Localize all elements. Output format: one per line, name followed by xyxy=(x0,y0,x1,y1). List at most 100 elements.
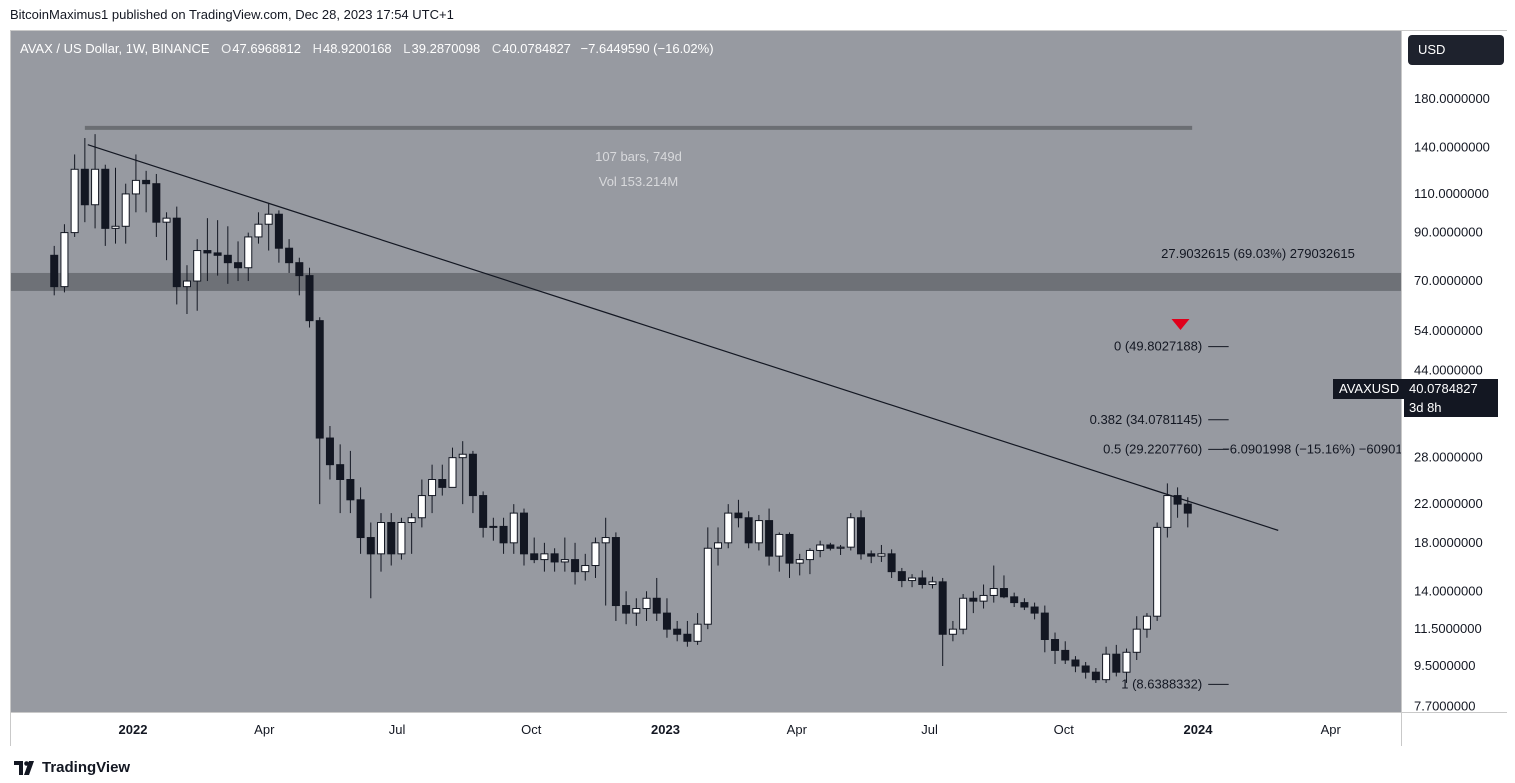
candle-bear xyxy=(1040,612,1049,641)
candle-bear xyxy=(785,533,794,564)
legend-change: −7.6449590 (−16.02%) xyxy=(580,41,714,56)
fib-level-label: 0 (49.8027188) xyxy=(1114,339,1202,354)
candle-bull xyxy=(795,559,804,564)
time-axis[interactable]: 2022 Apr Jul Oct 2023 Apr Jul Oct 2024 Apr xyxy=(11,712,1401,746)
candle-bull xyxy=(805,549,814,561)
candle-bear xyxy=(325,437,334,466)
candle-bear xyxy=(611,537,620,607)
candle-bear xyxy=(1020,602,1029,608)
candle-bear xyxy=(1051,639,1060,651)
tradingview-footer[interactable]: TradingView xyxy=(14,756,130,780)
candle-bear xyxy=(734,512,743,519)
candle-bear xyxy=(295,262,304,277)
candle-bear xyxy=(683,633,692,642)
candle-bull xyxy=(377,522,386,555)
candle-bull xyxy=(948,628,957,635)
candle-bear xyxy=(468,453,477,497)
candle-bull xyxy=(1132,628,1141,653)
candle-bull xyxy=(489,525,498,528)
candle-bull xyxy=(816,544,825,551)
candle-bear xyxy=(172,217,181,288)
candle-bull xyxy=(775,533,784,557)
candle-bull xyxy=(397,522,406,555)
candle-bull xyxy=(1163,495,1172,528)
symbol-legend: AVAX / US Dollar, 1W, BINANCE O47.696881… xyxy=(20,41,714,56)
legend-low: 39.2870098 xyxy=(411,41,481,56)
candle-bear xyxy=(1112,653,1121,673)
candle-bull xyxy=(601,537,610,544)
candle-bear xyxy=(519,512,528,555)
fib-level-label: 0.382 (34.0781145) xyxy=(1090,412,1203,427)
candle-bull xyxy=(193,250,202,282)
last-price-value: 40.0784827 xyxy=(1409,381,1478,396)
time-tick-label: Oct xyxy=(521,722,542,737)
candle-bull xyxy=(581,565,590,573)
candle-bull xyxy=(836,546,845,549)
candle-bear xyxy=(826,544,835,549)
legend-high-key: H xyxy=(312,41,322,56)
candle-bear xyxy=(1010,596,1019,604)
candle-bull xyxy=(131,179,140,195)
legend-symbol: AVAX / US Dollar, 1W, BINANCE xyxy=(20,41,210,56)
candle-bull xyxy=(877,553,886,557)
candle-bear xyxy=(867,553,876,557)
candle-bull xyxy=(632,608,641,614)
candle-bear xyxy=(346,479,355,501)
candle-bull xyxy=(162,217,171,223)
resistance-zone xyxy=(11,272,1401,291)
plot-area[interactable]: 107 bars, 749d Vol 153.214M 0 (49.8027188)… xyxy=(11,31,1410,712)
legend-open-key: O xyxy=(221,41,232,56)
last-price-symbol: AVAXUSD xyxy=(1333,379,1406,399)
time-tick-label: Oct xyxy=(1054,722,1075,737)
candle-bear xyxy=(530,553,539,561)
candle-bear xyxy=(1061,649,1070,661)
measure-down-label: −6.0901998 (−15.16%) −609019 xyxy=(1222,442,1401,457)
time-axis-svg: 2022 Apr Jul Oct 2023 Apr Jul Oct 2024 Apr xyxy=(119,722,1342,737)
candle-bull xyxy=(182,280,191,288)
price-tick-label: 90.0000000 xyxy=(1414,225,1483,240)
candle-bear xyxy=(571,559,580,573)
candle-bull xyxy=(1122,651,1131,673)
candle-bull xyxy=(540,553,549,561)
candle-bear xyxy=(1183,503,1192,514)
price-tick-label: 70.0000000 xyxy=(1414,273,1483,288)
time-tick-label: Apr xyxy=(1321,722,1342,737)
candle-bear xyxy=(918,577,927,585)
candle-bear xyxy=(223,254,232,264)
candle-bull xyxy=(407,517,416,524)
candle-bull xyxy=(91,168,100,206)
candle-bear xyxy=(438,479,447,488)
last-price-badge: 40.0784827 3d 8h xyxy=(1404,379,1498,417)
price-tick-label: 110.0000000 xyxy=(1414,186,1489,201)
candle-bull xyxy=(908,577,917,582)
candle-bull xyxy=(1153,526,1162,617)
time-tick-label: 2023 xyxy=(651,722,680,737)
candle-bear xyxy=(274,213,283,249)
candle-bear xyxy=(856,517,865,555)
candle-bear xyxy=(1071,659,1080,667)
price-tick-label: 7.7000000 xyxy=(1414,698,1475,712)
candle-bull xyxy=(560,559,569,563)
candle-bear xyxy=(50,254,59,288)
candle-bull xyxy=(70,168,79,234)
candle-bull xyxy=(591,542,600,567)
descending-trendline xyxy=(87,144,1279,531)
candle-bull xyxy=(724,512,733,544)
candle-bull xyxy=(121,193,130,227)
axis-corner xyxy=(1401,712,1507,746)
candle-bear xyxy=(499,525,508,544)
candle-bear xyxy=(1030,606,1039,614)
candle-bull xyxy=(928,581,937,585)
candle-bear xyxy=(203,250,212,254)
candle-bear xyxy=(213,252,222,256)
price-axis[interactable]: 180.0000000 140.0000000 110.0000000 90.0000… xyxy=(1401,31,1507,713)
currency-button[interactable]: USD xyxy=(1408,35,1504,65)
candle-bull xyxy=(703,547,712,625)
time-tick-label: 2022 xyxy=(119,722,148,737)
candle-bear xyxy=(80,168,89,206)
legend-low-key: L xyxy=(403,41,411,56)
price-tick-label: 140.0000000 xyxy=(1414,139,1490,154)
price-tick-label: 22.0000000 xyxy=(1414,496,1483,511)
range-volume-label: Vol 153.214M xyxy=(599,174,679,189)
range-bars-label: 107 bars, 749d xyxy=(595,149,682,164)
